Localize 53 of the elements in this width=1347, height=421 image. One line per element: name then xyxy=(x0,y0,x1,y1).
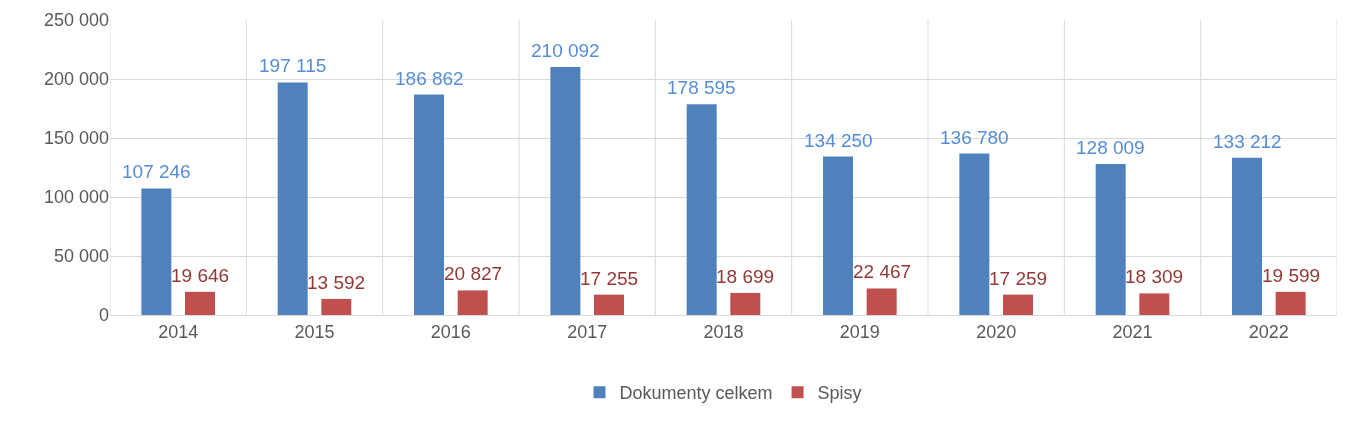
data-label: 136 780 xyxy=(940,127,1009,148)
bar xyxy=(321,298,352,315)
data-label: 19 646 xyxy=(171,265,230,286)
data-label: 20 827 xyxy=(444,263,503,284)
bar xyxy=(1139,293,1170,315)
x-tick-label: 2019 xyxy=(839,321,880,342)
x-tick-label: 2016 xyxy=(430,321,471,342)
bar xyxy=(823,156,854,315)
data-label: 19 599 xyxy=(1262,265,1321,286)
legend-label: Dokumenty celkem xyxy=(619,383,773,404)
data-label: 133 212 xyxy=(1213,131,1282,152)
data-label: 107 246 xyxy=(122,161,191,182)
data-label: 197 115 xyxy=(259,55,327,76)
data-label: 18 699 xyxy=(716,266,775,287)
bar xyxy=(141,188,172,315)
data-label: 22 467 xyxy=(853,261,912,282)
legend-label: Spisy xyxy=(817,383,862,404)
y-tick-label: 0 xyxy=(98,305,109,326)
bar xyxy=(686,104,717,315)
data-label: 128 009 xyxy=(1076,137,1145,158)
bar xyxy=(277,82,308,315)
data-label: 210 092 xyxy=(531,40,600,61)
bar xyxy=(730,292,761,315)
data-label: 17 255 xyxy=(580,268,639,289)
x-tick-label: 2017 xyxy=(567,321,608,342)
data-label: 134 250 xyxy=(804,130,873,151)
x-tick-label: 2020 xyxy=(976,321,1017,342)
bar xyxy=(593,294,624,315)
bar xyxy=(1095,163,1126,315)
x-tick-label: 2018 xyxy=(703,321,744,342)
data-label: 17 259 xyxy=(989,268,1048,289)
bar xyxy=(184,291,215,315)
x-tick-label: 2015 xyxy=(294,321,335,342)
y-tick-label: 150 000 xyxy=(43,128,109,149)
bar xyxy=(1002,294,1033,315)
data-label: 13 592 xyxy=(307,272,366,293)
bar xyxy=(457,290,488,315)
bar xyxy=(414,94,445,315)
data-label: 178 595 xyxy=(667,77,736,98)
data-label: 18 309 xyxy=(1125,266,1184,287)
x-tick-label: 2021 xyxy=(1112,321,1153,342)
y-tick-label: 250 000 xyxy=(43,10,109,31)
bar xyxy=(866,288,897,315)
bar xyxy=(1232,157,1263,315)
bar xyxy=(550,67,581,315)
y-tick-label: 200 000 xyxy=(43,69,109,90)
bar xyxy=(1275,291,1306,315)
x-tick-label: 2022 xyxy=(1248,321,1289,342)
x-tick-label: 2014 xyxy=(158,321,199,342)
data-label: 186 862 xyxy=(395,68,464,89)
bar xyxy=(959,153,990,315)
y-tick-label: 50 000 xyxy=(53,246,109,267)
y-tick-label: 100 000 xyxy=(43,187,109,208)
